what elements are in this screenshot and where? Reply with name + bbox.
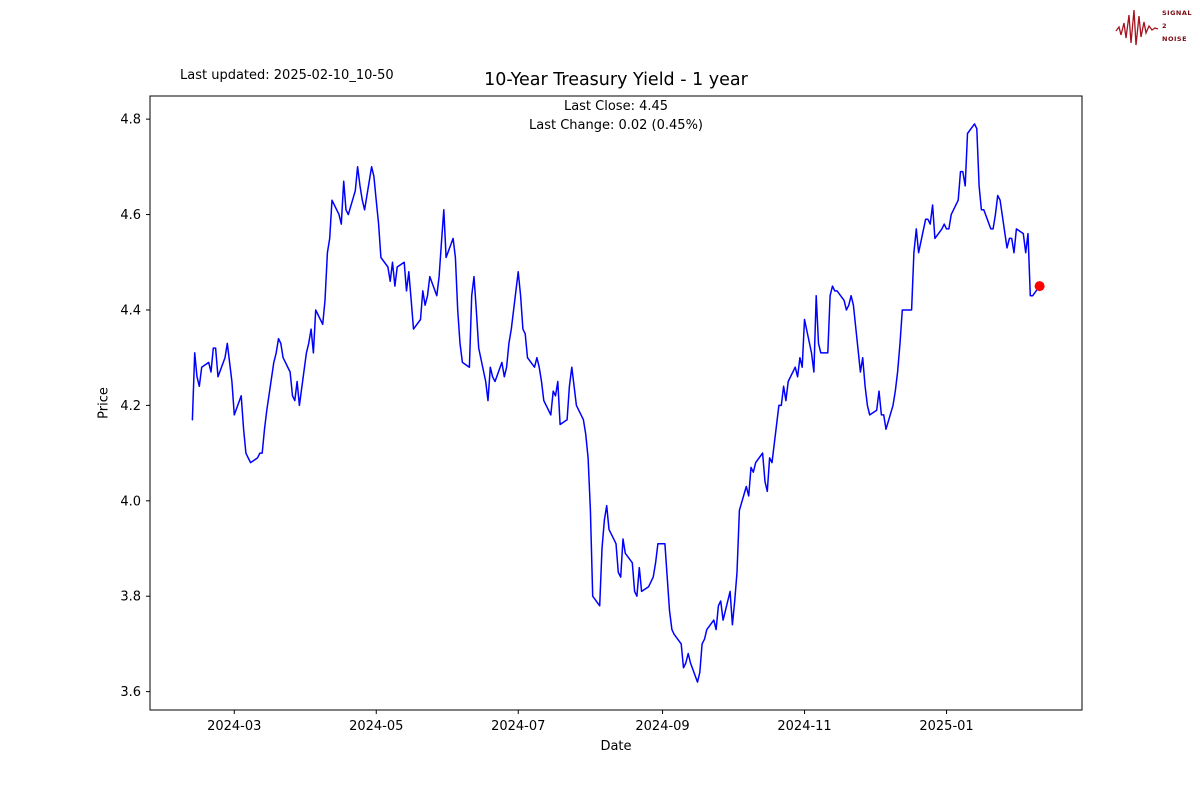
plot-border — [149, 95, 1083, 711]
x-axis-label: Date — [600, 739, 632, 754]
waveform-icon — [1115, 9, 1159, 46]
last-updated-text: Last updated: 2025-02-10_10-50 — [180, 68, 394, 83]
x-tick-label: 2024-03 — [207, 719, 261, 734]
y-tick-label: 4.6 — [120, 208, 141, 223]
chart-title: 10-Year Treasury Yield - 1 year — [484, 70, 748, 90]
x-tick-label: 2024-07 — [491, 719, 545, 734]
yield-line — [191, 123, 1041, 683]
y-tick-label: 3.8 — [120, 590, 141, 605]
last-close-marker — [1034, 281, 1045, 292]
y-tick-label: 3.6 — [120, 685, 141, 700]
signal2noise-logo: SIGNAL 2 NOISE — [1114, 3, 1192, 53]
logo-text-noise: NOISE — [1162, 35, 1187, 43]
y-tick-label: 4.4 — [120, 303, 141, 318]
chart-subtitle: Last Close: 4.45 Last Change: 0.02 (0.45… — [150, 97, 1082, 135]
logo-text-signal: SIGNAL — [1162, 9, 1192, 17]
x-tick-label: 2024-05 — [349, 719, 403, 734]
x-tick-label: 2025-01 — [919, 719, 973, 734]
y-tick-label: 4.0 — [120, 494, 141, 509]
last-close-text: Last Close: 4.45 — [563, 99, 669, 114]
x-tick-label: 2024-09 — [635, 719, 689, 734]
logo-text-2: 2 — [1162, 22, 1167, 30]
y-axis-label: Price — [96, 387, 112, 419]
y-tick-label: 4.8 — [120, 113, 141, 128]
last-change-text: Last Change: 0.02 (0.45%) — [528, 118, 703, 133]
x-tick-label: 2024-11 — [777, 719, 831, 734]
y-tick-label: 4.2 — [120, 399, 141, 414]
